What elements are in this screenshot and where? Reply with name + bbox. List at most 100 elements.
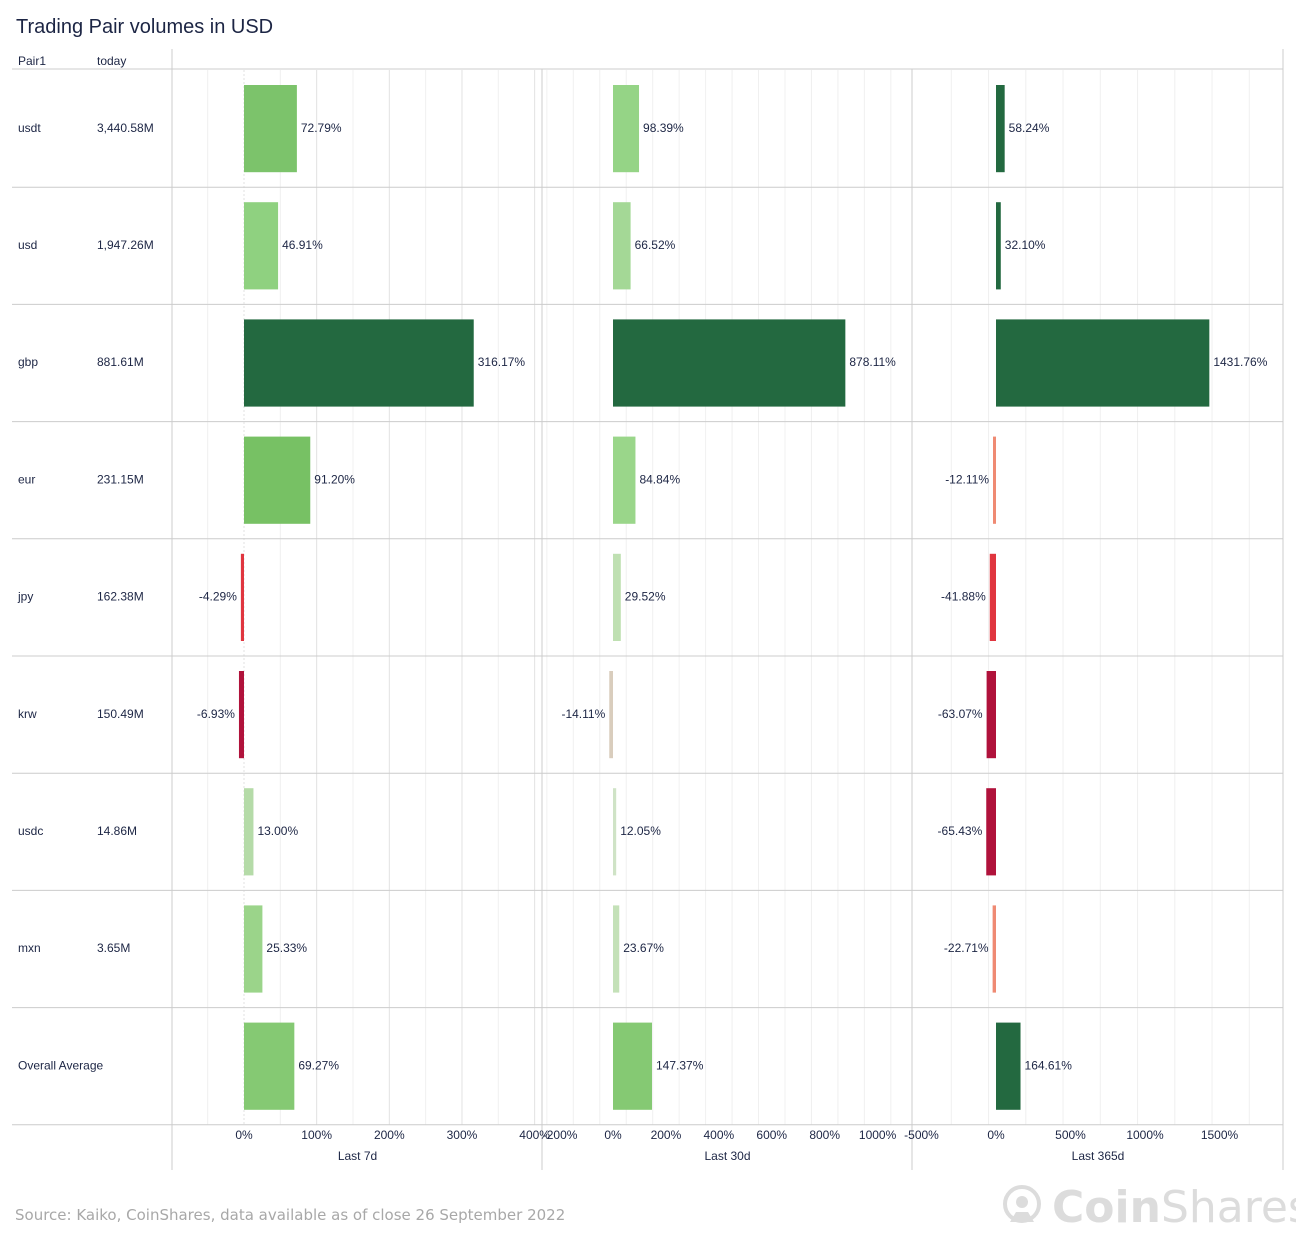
row-today-value: 14.86M xyxy=(97,824,137,838)
data-label: 13.00% xyxy=(257,824,298,838)
data-label: -6.93% xyxy=(197,707,235,721)
bar xyxy=(609,671,613,759)
tick-label: 200% xyxy=(374,1128,405,1142)
row-pair-label: usdt xyxy=(18,121,41,135)
row-today-value: 162.38M xyxy=(97,590,144,604)
tick-label: -200% xyxy=(543,1128,578,1142)
column-header-today: today xyxy=(97,54,126,68)
logo-text-bold: Coin xyxy=(1052,1182,1161,1233)
row-today-value: 150.49M xyxy=(97,707,144,721)
logo-text-rest: Shares xyxy=(1160,1182,1296,1233)
bar xyxy=(989,553,996,641)
bar xyxy=(244,1022,295,1110)
tick-label: 400% xyxy=(703,1128,734,1142)
bar xyxy=(996,319,1210,407)
bar xyxy=(613,788,617,876)
data-label: 164.61% xyxy=(1025,1058,1073,1072)
panel-title: Last 365d xyxy=(1072,1149,1125,1163)
data-label: -22.71% xyxy=(944,941,989,955)
tick-label: 500% xyxy=(1055,1128,1086,1142)
bar xyxy=(996,85,1005,173)
data-label: 878.11% xyxy=(849,355,896,369)
row-today-value: 1,947.26M xyxy=(97,238,154,252)
bar xyxy=(244,319,474,407)
data-label: -4.29% xyxy=(199,590,237,604)
bar xyxy=(613,202,631,290)
tick-label: 1500% xyxy=(1201,1128,1239,1142)
column-header-pair: Pair1 xyxy=(18,54,46,68)
coinshares-logo-icon xyxy=(1003,1185,1041,1223)
panel-title: Last 30d xyxy=(704,1149,750,1163)
bar xyxy=(244,436,311,524)
data-label: 66.52% xyxy=(635,238,676,252)
row-today-value: 881.61M xyxy=(97,355,144,369)
bar xyxy=(613,436,636,524)
tick-label: 1000% xyxy=(859,1128,897,1142)
tick-label: 1000% xyxy=(1126,1128,1164,1142)
row-pair-label: usdc xyxy=(18,824,43,838)
tick-label: 100% xyxy=(301,1128,332,1142)
tick-label: 0% xyxy=(604,1128,622,1142)
tick-label: 600% xyxy=(756,1128,787,1142)
data-label: 1431.76% xyxy=(1213,355,1267,369)
bars-layer xyxy=(238,85,1210,1110)
row-pair-label: krw xyxy=(18,707,37,721)
row-pair-label: jpy xyxy=(17,590,33,604)
bar xyxy=(996,202,1001,290)
bar xyxy=(238,671,244,759)
bar xyxy=(613,85,640,173)
data-label: 58.24% xyxy=(1009,121,1050,135)
bar xyxy=(244,85,297,173)
bar xyxy=(613,553,621,641)
tick-label: 300% xyxy=(447,1128,478,1142)
tick-label: 0% xyxy=(235,1128,253,1142)
bar xyxy=(613,1022,652,1110)
tick-label: 800% xyxy=(809,1128,840,1142)
row-today-value: 231.15M xyxy=(97,472,144,486)
bar xyxy=(986,671,996,759)
data-label: 316.17% xyxy=(478,355,526,369)
panel-title: Last 7d xyxy=(338,1149,377,1163)
labels-layer: 72.79% 98.39% 58.24% 46.91% 66.52% 32.10% 316.… xyxy=(197,121,1268,1073)
bar xyxy=(986,788,996,876)
row-today-value: 3,440.58M xyxy=(97,121,154,135)
data-label: 32.10% xyxy=(1005,238,1046,252)
bar xyxy=(244,905,263,993)
chart-canvas: Pair1 today usdt 3,440.58M usd 1,947.26M gbp 88… xyxy=(12,49,1284,1170)
data-label: -63.07% xyxy=(938,707,983,721)
row-pair-label: usd xyxy=(18,238,37,252)
bar xyxy=(992,905,996,993)
row-pair-label: mxn xyxy=(18,941,41,955)
data-label: 25.33% xyxy=(266,941,307,955)
axis-layer: 0% 100% 200% 300% 400% Last 7d -200% 0% 200% 400%… xyxy=(235,1128,1238,1163)
data-label: 12.05% xyxy=(620,824,661,838)
tick-label: 400% xyxy=(519,1128,550,1142)
row-pair-label: Overall Average xyxy=(18,1058,103,1072)
data-label: -65.43% xyxy=(938,824,983,838)
bar xyxy=(613,905,620,993)
data-label: 84.84% xyxy=(639,472,680,486)
bar xyxy=(244,788,254,876)
data-label: -41.88% xyxy=(941,590,986,604)
chart-title: Trading Pair volumes in USD xyxy=(16,16,274,38)
data-label: 23.67% xyxy=(623,941,664,955)
tick-label: 200% xyxy=(651,1128,682,1142)
row-today-value: 3.65M xyxy=(97,941,130,955)
data-label: 91.20% xyxy=(314,472,355,486)
source-note: Source: Kaiko, CoinShares, data availabl… xyxy=(15,1206,566,1224)
data-label: 69.27% xyxy=(298,1058,339,1072)
row-pair-label: gbp xyxy=(18,355,38,369)
tick-label: 0% xyxy=(987,1128,1005,1142)
data-label: 29.52% xyxy=(625,590,666,604)
data-label: 72.79% xyxy=(301,121,342,135)
grid-layer xyxy=(207,70,1250,1125)
bar xyxy=(240,553,244,641)
data-label: 98.39% xyxy=(643,121,684,135)
table-layer: Pair1 today usdt 3,440.58M usd 1,947.26M gbp 88… xyxy=(12,49,1284,1170)
tick-label: -500% xyxy=(904,1128,939,1142)
coinshares-logo: CoinShares xyxy=(1000,1178,1296,1234)
data-label: 147.37% xyxy=(656,1058,704,1072)
data-label: -14.11% xyxy=(561,707,605,721)
data-label: -12.11% xyxy=(945,472,989,486)
data-label: 46.91% xyxy=(282,238,323,252)
